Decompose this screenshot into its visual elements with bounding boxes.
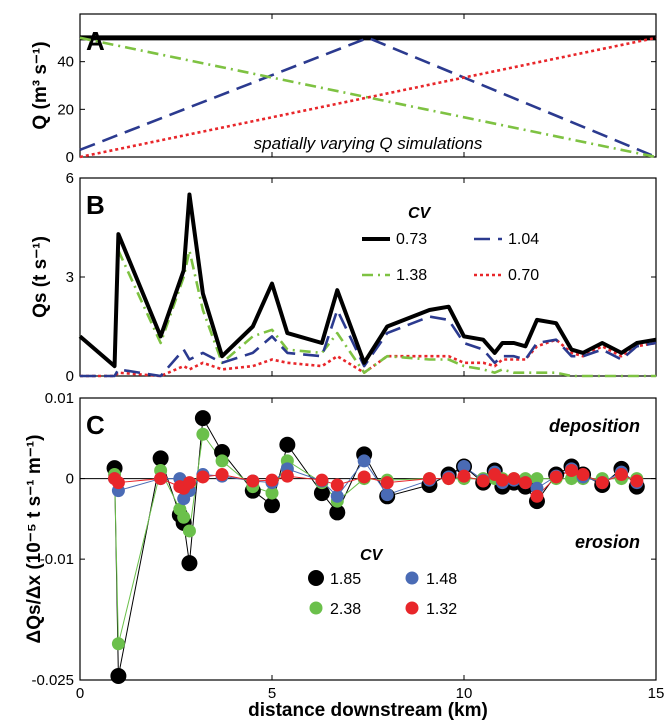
data-point-1.32	[422, 472, 436, 486]
legend-marker-1.32	[405, 601, 419, 615]
data-point-2.38	[196, 427, 210, 441]
data-point-1.32	[595, 476, 609, 490]
y-tick-label: 40	[57, 54, 74, 71]
data-point-1.32	[380, 476, 394, 490]
y-tick-label: -0.01	[40, 551, 74, 568]
y-tick-label: 0	[66, 149, 74, 166]
legend-marker-2.38	[309, 601, 323, 615]
data-point-1.32	[457, 469, 471, 483]
legend-title: CV	[408, 205, 432, 222]
series-line-dotted	[79, 36, 657, 159]
legend-marker-1.85	[308, 570, 324, 586]
legend-label: 1.48	[426, 571, 457, 588]
y-tick-label: 6	[66, 170, 74, 187]
panel-frame-A	[79, 13, 657, 158]
y-tick-label: 0.01	[45, 390, 74, 407]
data-point-1.85	[264, 497, 280, 514]
series-line-1.04	[80, 308, 657, 378]
data-point-1.32	[576, 468, 590, 482]
legend-label: 1.38	[396, 267, 427, 284]
annotation: spatially varying Q simulations	[254, 134, 483, 153]
y-tick-label: 20	[57, 101, 74, 118]
data-point-1.32	[530, 489, 544, 503]
annotation-erosion: erosion	[575, 532, 640, 552]
data-point-1.85	[152, 450, 169, 467]
legend-title: CV	[360, 547, 384, 564]
data-point-2.38	[215, 454, 229, 468]
data-point-1.32	[215, 468, 229, 482]
y-tick-label: -0.025	[31, 672, 74, 689]
data-point-2.38	[530, 472, 544, 486]
data-point-1.32	[265, 473, 279, 487]
data-point-1.32	[476, 474, 490, 488]
data-point-1.32	[495, 473, 509, 487]
y-axis-label: ΔQs/Δx (10⁻⁵ t s⁻¹ m⁻¹)	[24, 435, 45, 644]
series-line-dashed	[79, 36, 657, 159]
data-point-1.32	[330, 478, 344, 492]
panel-frame-C	[79, 397, 657, 681]
series-line-0.70	[80, 338, 657, 378]
x-tick-label: 15	[648, 685, 665, 702]
panel-label-B: B	[86, 190, 105, 220]
data-point-1.48	[457, 459, 471, 473]
x-tick-label: 5	[268, 685, 276, 702]
legend-label: 2.38	[330, 601, 361, 618]
panel-label-A: A	[86, 26, 105, 56]
x-tick-label: 10	[456, 685, 473, 702]
data-point-1.32	[357, 470, 371, 484]
data-point-1.32	[614, 468, 628, 482]
y-tick-label: 3	[66, 269, 74, 286]
legend-marker-1.48	[405, 571, 419, 585]
data-point-1.48	[380, 488, 394, 502]
y-axis-label: Q (m³ s⁻¹)	[30, 41, 51, 129]
data-point-1.85	[329, 504, 346, 521]
data-point-2.38	[111, 637, 125, 651]
panel-label-C: C	[86, 410, 105, 440]
data-point-1.32	[549, 470, 563, 484]
data-point-1.32	[518, 476, 532, 490]
data-point-1.32	[280, 469, 294, 483]
series-line-0.73	[78, 192, 657, 369]
data-point-1.32	[507, 472, 521, 486]
data-point-2.38	[182, 524, 196, 538]
data-point-1.48	[330, 489, 344, 503]
x-tick-label: 0	[76, 685, 84, 702]
series-line-1.38	[79, 249, 656, 378]
legend-label: 1.32	[426, 601, 457, 618]
legend-label: 0.70	[508, 267, 539, 284]
data-point-1.32	[442, 472, 456, 486]
data-point-1.32	[111, 476, 125, 490]
data-point-1.85	[181, 555, 198, 572]
legend-label: 1.04	[508, 231, 539, 248]
data-point-1.32	[315, 473, 329, 487]
data-point-1.32	[246, 474, 260, 488]
data-point-1.85	[313, 485, 330, 502]
data-point-2.38	[265, 486, 279, 500]
y-tick-label: 0	[66, 368, 74, 385]
data-point-2.38	[177, 510, 191, 524]
series-line-dashdot	[79, 36, 657, 159]
series-line-2.38	[114, 432, 637, 644]
data-point-1.32	[182, 476, 196, 490]
data-point-1.85	[194, 410, 211, 427]
data-point-1.48	[357, 454, 371, 468]
data-point-1.32	[630, 474, 644, 488]
legend-label: 1.85	[330, 571, 361, 588]
data-point-1.85	[110, 667, 127, 684]
data-point-1.85	[279, 436, 296, 453]
y-tick-label: 0	[66, 471, 74, 488]
legend-label: 0.73	[396, 231, 427, 248]
annotation-deposition: deposition	[549, 416, 640, 436]
data-point-1.32	[565, 464, 579, 478]
data-point-1.32	[154, 472, 168, 486]
y-axis-label: Qs (t s⁻¹)	[30, 236, 51, 318]
data-point-1.32	[196, 470, 210, 484]
x-axis-label: distance downstream (km)	[248, 700, 488, 721]
